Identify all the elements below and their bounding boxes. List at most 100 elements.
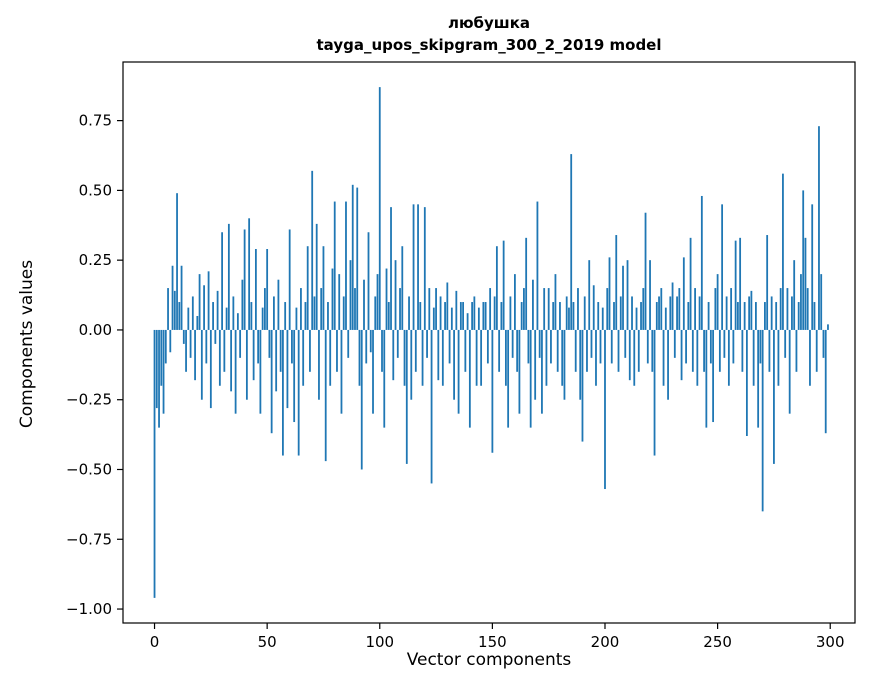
bar <box>340 329 343 414</box>
bar <box>417 204 419 330</box>
x-axis-label: Vector components <box>406 650 572 670</box>
bar <box>606 288 609 330</box>
bar <box>410 329 413 400</box>
bar <box>270 329 273 434</box>
bar <box>649 260 651 330</box>
bar <box>822 329 825 358</box>
bar <box>336 329 338 372</box>
bar <box>453 329 455 400</box>
bar <box>194 329 196 381</box>
bar <box>437 329 440 381</box>
bar <box>493 296 496 330</box>
bar <box>169 329 172 353</box>
bar <box>725 296 728 330</box>
bar <box>615 235 618 330</box>
bar <box>642 288 645 330</box>
bar <box>759 329 762 364</box>
bar <box>466 313 469 330</box>
bar <box>667 329 669 400</box>
bar <box>372 329 374 414</box>
bar <box>669 296 672 330</box>
bar <box>673 329 676 358</box>
bar <box>284 302 287 330</box>
bar <box>365 329 368 364</box>
bar <box>288 229 291 330</box>
bar <box>635 307 638 330</box>
bar <box>351 184 354 330</box>
bar <box>383 329 386 428</box>
y-tick-label: 0.00 <box>79 321 112 339</box>
bar <box>279 329 282 372</box>
bar <box>514 274 516 330</box>
bar <box>520 302 523 330</box>
bar <box>653 329 656 456</box>
bar <box>538 329 541 358</box>
bar <box>813 302 816 330</box>
bar <box>509 296 512 330</box>
bar <box>171 265 174 330</box>
bar <box>162 329 165 414</box>
bar <box>205 329 208 364</box>
bar <box>261 307 264 330</box>
bar <box>245 329 248 400</box>
bar <box>766 235 769 330</box>
bar <box>423 207 426 330</box>
bar <box>739 237 742 330</box>
bar <box>502 240 505 330</box>
bar <box>777 329 780 386</box>
bar <box>545 329 548 386</box>
bar <box>788 329 791 414</box>
bar <box>619 296 622 330</box>
bar <box>583 296 586 330</box>
bar <box>550 329 552 364</box>
bar <box>755 302 757 330</box>
y-tick-label: −0.75 <box>66 530 112 548</box>
bar <box>282 329 284 456</box>
bar <box>396 329 399 358</box>
bar <box>405 329 408 464</box>
bar <box>441 329 444 386</box>
y-tick-label: −0.50 <box>66 460 112 478</box>
bar <box>795 329 798 372</box>
bar <box>518 329 521 414</box>
bar <box>273 296 275 330</box>
bar <box>275 329 278 392</box>
bar <box>588 260 591 330</box>
bar <box>723 329 726 358</box>
bar <box>390 207 392 330</box>
y-tick-label: 0.25 <box>79 251 112 269</box>
bar <box>644 212 647 330</box>
bar <box>315 223 318 330</box>
bar <box>200 329 203 400</box>
bar <box>358 329 361 386</box>
bar <box>356 187 359 330</box>
chart-title-word: любушка <box>447 14 531 32</box>
x-tick-label: 200 <box>591 633 620 651</box>
bar <box>797 302 800 330</box>
bar <box>820 274 823 330</box>
bar <box>176 193 178 330</box>
y-tick-label: 0.50 <box>79 181 112 199</box>
bar <box>716 274 719 330</box>
bar <box>734 240 737 330</box>
bar <box>610 329 613 364</box>
bar <box>727 329 730 386</box>
bar <box>363 279 365 330</box>
bar <box>712 329 714 423</box>
bar <box>468 329 471 428</box>
bar <box>827 324 829 330</box>
x-tick-label: 0 <box>150 633 160 651</box>
bar <box>185 329 187 372</box>
bar <box>385 268 388 330</box>
bar <box>556 329 559 372</box>
bar <box>595 329 597 386</box>
x-tick-label: 250 <box>703 633 732 651</box>
bar <box>561 329 564 386</box>
bar <box>631 296 633 330</box>
bar <box>773 329 775 464</box>
bar <box>750 290 753 330</box>
bar <box>189 329 192 358</box>
bar <box>764 302 766 330</box>
bar <box>579 329 582 400</box>
bar <box>532 279 534 330</box>
